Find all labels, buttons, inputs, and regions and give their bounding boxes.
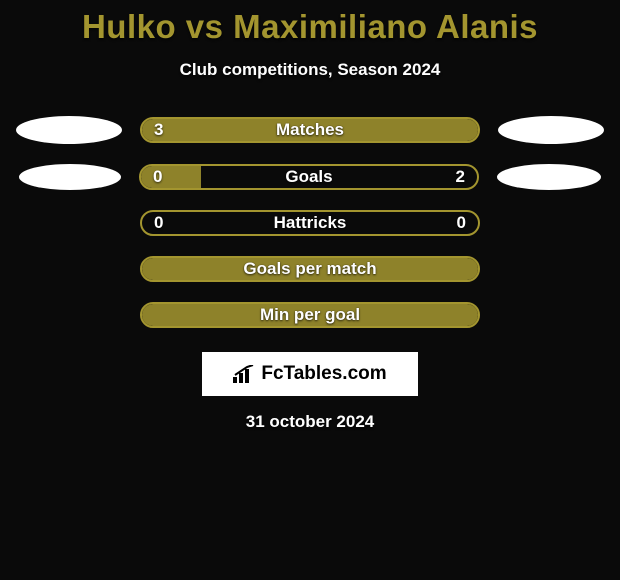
bar-fill-left — [141, 166, 201, 188]
spacer — [498, 315, 604, 316]
stat-label: Hattricks — [142, 213, 478, 233]
logo-box: FcTables.com — [202, 352, 418, 396]
stat-row: 02Goals — [16, 164, 604, 190]
stat-value-left: 3 — [154, 120, 163, 140]
player-marker-right — [498, 116, 604, 144]
stat-value-left: 0 — [153, 167, 162, 187]
player-marker-left — [19, 164, 121, 190]
spacer — [16, 223, 122, 224]
stat-row: Goals per match — [16, 256, 604, 282]
spacer — [498, 269, 604, 270]
page-title: Hulko vs Maximiliano Alanis — [82, 8, 538, 46]
chart-icon — [233, 365, 255, 383]
stat-bar: 0 0Hattricks — [140, 210, 480, 236]
logo-text: FcTables.com — [261, 363, 386, 385]
date-label: 31 october 2024 — [246, 412, 375, 432]
bar-fill — [142, 304, 478, 326]
spacer — [498, 223, 604, 224]
player-marker-right — [497, 164, 601, 190]
spacer — [16, 315, 122, 316]
stat-bar: 02Goals — [139, 164, 479, 190]
subtitle: Club competitions, Season 2024 — [180, 60, 441, 80]
bar-fill — [142, 119, 478, 141]
bar-fill — [142, 258, 478, 280]
bars-list: 3Matches02Goals00HattricksGoals per matc… — [16, 116, 604, 348]
logo: FcTables.com — [233, 363, 386, 385]
stat-row: Min per goal — [16, 302, 604, 328]
stat-value-left: 0 — [154, 213, 163, 233]
spacer — [16, 269, 122, 270]
stat-value-right: 0 — [457, 213, 466, 233]
stat-row: 3Matches — [16, 116, 604, 144]
stat-row: 0 0Hattricks — [16, 210, 604, 236]
stat-bar: 3Matches — [140, 117, 480, 143]
stat-value-right: 2 — [456, 167, 465, 187]
player-marker-left — [16, 116, 122, 144]
stat-bar: Goals per match — [140, 256, 480, 282]
stat-bar: Min per goal — [140, 302, 480, 328]
comparison-infographic: Hulko vs Maximiliano Alanis Club competi… — [0, 0, 620, 432]
